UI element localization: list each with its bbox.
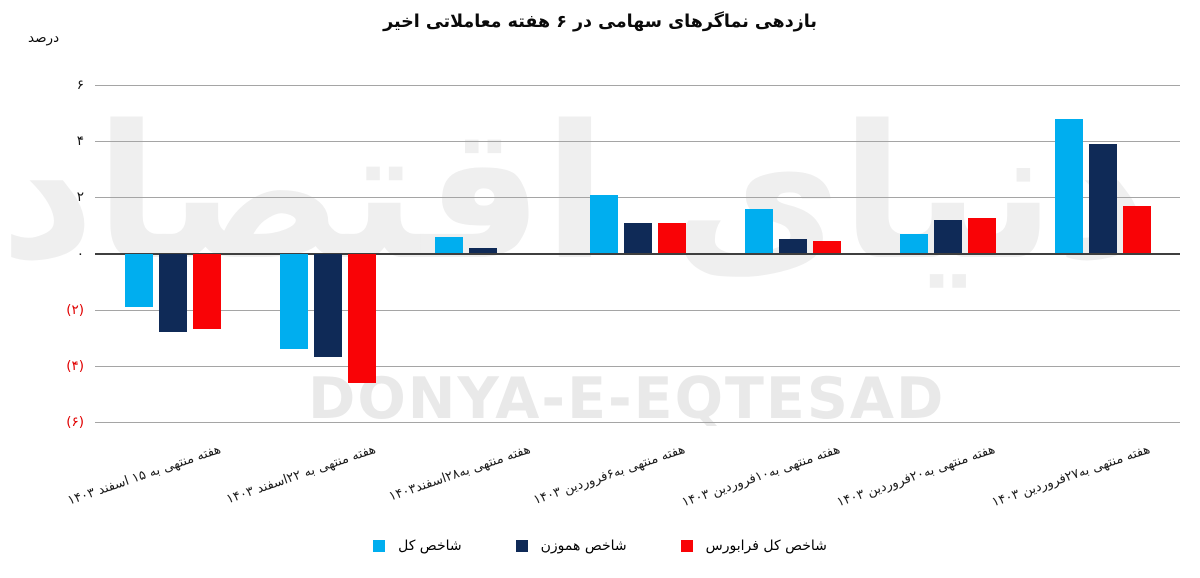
y-tick-label: (۲) — [66, 301, 84, 318]
legend-swatch-farabourse-total-index — [680, 540, 693, 552]
legend: شاخص کل شاخص هموزن شاخص کل فرابورس — [0, 538, 1200, 554]
bar-farabourse-total-index — [657, 222, 686, 254]
bar-total-index — [1054, 118, 1083, 254]
bar-total-index — [279, 253, 308, 349]
watermark-persian: دنیای اقتصاد — [0, 85, 1150, 301]
legend-item-total-index: شاخص کل — [373, 538, 462, 554]
chart-title: بازدهی نماگرهای سهامی در ۶ هفته معاملاتی… — [383, 12, 817, 32]
y-tick-label: (۶) — [66, 414, 84, 430]
plot-area — [95, 85, 1180, 423]
x-axis-label: هفته منتهی به۲۰فروردین ۱۴۰۳ — [835, 442, 998, 511]
gridline — [95, 309, 1180, 311]
x-axis-label: هفته منتهی به ۲۲اسفند ۱۴۰۳ — [224, 442, 378, 508]
bar-equal-weight-index — [313, 253, 342, 358]
y-tick-label: ۶ — [76, 77, 84, 93]
bar-equal-weight-index — [1088, 143, 1117, 254]
bar-farabourse-total-index — [192, 253, 221, 330]
legend-label-total-index: شاخص کل — [398, 538, 462, 554]
bar-equal-weight-index — [623, 222, 652, 254]
bar-total-index — [589, 194, 618, 254]
bar-farabourse-total-index — [812, 240, 841, 254]
gridline — [95, 197, 1180, 199]
bar-equal-weight-index — [778, 239, 807, 254]
bar-total-index — [744, 208, 773, 254]
y-axis-unit-label: درصد — [28, 30, 60, 46]
legend-item-equal-weight-index: شاخص هموزن — [515, 538, 627, 554]
legend-item-farabourse-total-index: شاخص کل فرابورس — [680, 538, 827, 554]
x-axis-label: هفته منتهی به۲۷فروردین ۱۴۰۳ — [990, 442, 1153, 511]
bar-total-index — [434, 236, 463, 254]
bar-farabourse-total-index — [1122, 205, 1151, 254]
bar-equal-weight-index — [468, 247, 497, 254]
zero-gridline — [95, 252, 1180, 255]
y-tick-label: ۲ — [76, 189, 84, 206]
watermark-latin: DONYA-E-EQTESAD — [308, 366, 946, 432]
bar-total-index — [899, 233, 928, 254]
y-tick-label: ۴ — [76, 133, 84, 150]
bar-total-index — [124, 253, 153, 307]
x-axis-label: هفته منتهی به۲۸اسفند۱۴۰۳ — [387, 442, 533, 505]
x-axis-label: هفته منتهی به۱۰فروردین ۱۴۰۳ — [680, 442, 843, 511]
gridline — [95, 365, 1180, 367]
bar-farabourse-total-index — [347, 253, 376, 383]
x-axis-label: هفته منتهی به ۱۵ اسفند ۱۴۰۳ — [65, 442, 223, 509]
legend-label-equal-weight-index: شاخص هموزن — [540, 538, 627, 554]
y-tick-label: ۰ — [76, 245, 84, 262]
legend-swatch-equal-weight-index — [515, 540, 528, 552]
legend-swatch-total-index — [373, 540, 386, 552]
gridline — [95, 422, 1180, 423]
x-axis-label: هفته منتهی به۶فروردین ۱۴۰۳ — [532, 442, 688, 508]
bar-equal-weight-index — [158, 253, 187, 333]
gridline — [95, 85, 1180, 86]
bar-equal-weight-index — [933, 219, 962, 254]
gridline — [95, 141, 1180, 143]
bar-farabourse-total-index — [967, 218, 996, 254]
legend-label-farabourse-total-index: شاخص کل فرابورس — [705, 538, 827, 554]
y-tick-label: (۴) — [66, 357, 84, 374]
